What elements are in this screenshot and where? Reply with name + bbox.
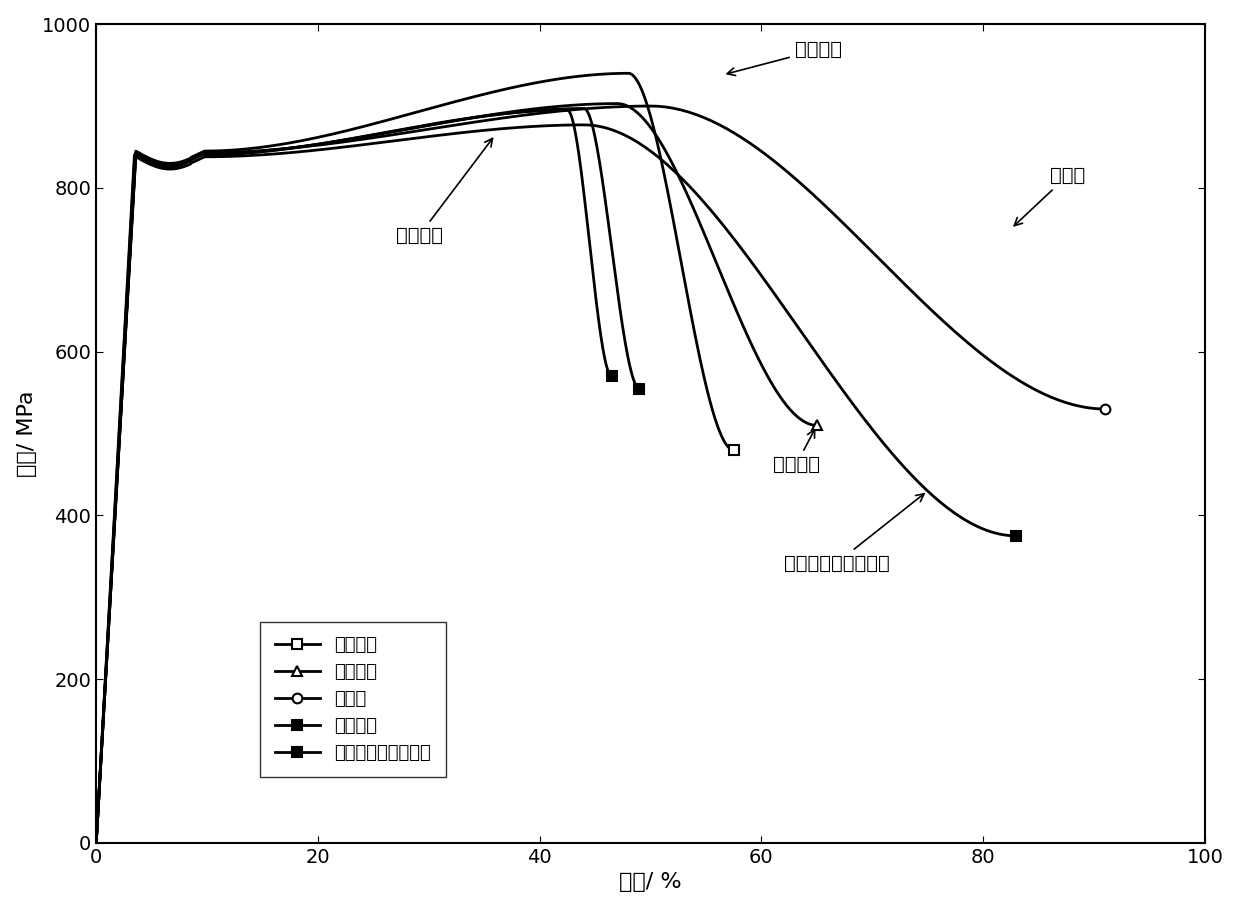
Text: 高温高压，波动载荷: 高温高压，波动载荷 <box>784 494 924 573</box>
Y-axis label: 应力/ MPa: 应力/ MPa <box>16 390 37 477</box>
Legend: 较低载荷, 较高载荷, 无载荷, 波动载荷, 高温高压，波动载荷: 较低载荷, 较高载荷, 无载荷, 波动载荷, 高温高压，波动载荷 <box>260 622 445 776</box>
Text: 无载荷: 无载荷 <box>1014 166 1085 225</box>
Text: 较高载荷: 较高载荷 <box>773 429 820 474</box>
X-axis label: 应变/ %: 应变/ % <box>619 873 682 893</box>
Text: 较低载荷: 较低载荷 <box>727 40 842 75</box>
Text: 波动载荷: 波动载荷 <box>396 138 492 245</box>
